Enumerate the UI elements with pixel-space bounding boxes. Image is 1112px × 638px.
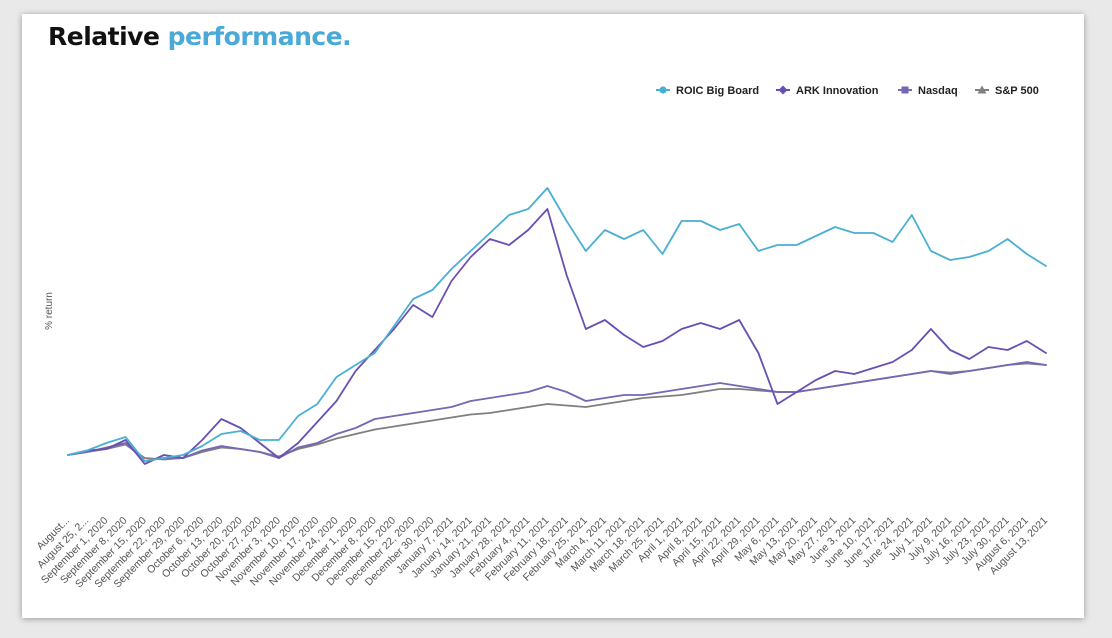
legend-marker-circle — [659, 86, 667, 94]
series-line-roic-big-board[interactable] — [67, 187, 1047, 462]
series-layer — [67, 187, 1047, 465]
legend-item-sp500[interactable]: S&P 500 — [975, 85, 1039, 97]
y-axis-label: % return — [44, 292, 55, 330]
series-line-ark-innovation[interactable] — [67, 208, 1047, 465]
legend-marker-square — [901, 86, 909, 94]
legend-item-ark-innovation[interactable]: ARK Innovation — [776, 85, 879, 97]
legend-marker-diamond — [778, 85, 788, 95]
chart-card — [22, 14, 1084, 618]
page-title: Relative performance. — [48, 22, 352, 51]
chart-legend: ROIC Big Board ARK Innovation Nasdaq S&P 50… — [656, 85, 1039, 97]
legend-label: Nasdaq — [918, 85, 958, 97]
series-line-sp500[interactable] — [67, 362, 1047, 461]
legend-label: ROIC Big Board — [676, 85, 759, 97]
legend-item-roic-big-board[interactable]: ROIC Big Board — [656, 85, 759, 97]
series-line-nasdaq[interactable] — [67, 361, 1047, 462]
legend-item-nasdaq[interactable]: Nasdaq — [898, 85, 958, 97]
legend-label: ARK Innovation — [796, 85, 879, 97]
title-accent: performance. — [167, 22, 352, 51]
x-axis-ticks: August...August 25, 2...September 1, 202… — [34, 515, 1050, 591]
title-main: Relative — [48, 22, 168, 51]
legend-label: S&P 500 — [995, 85, 1039, 97]
legend-marker-triangle — [977, 85, 987, 94]
